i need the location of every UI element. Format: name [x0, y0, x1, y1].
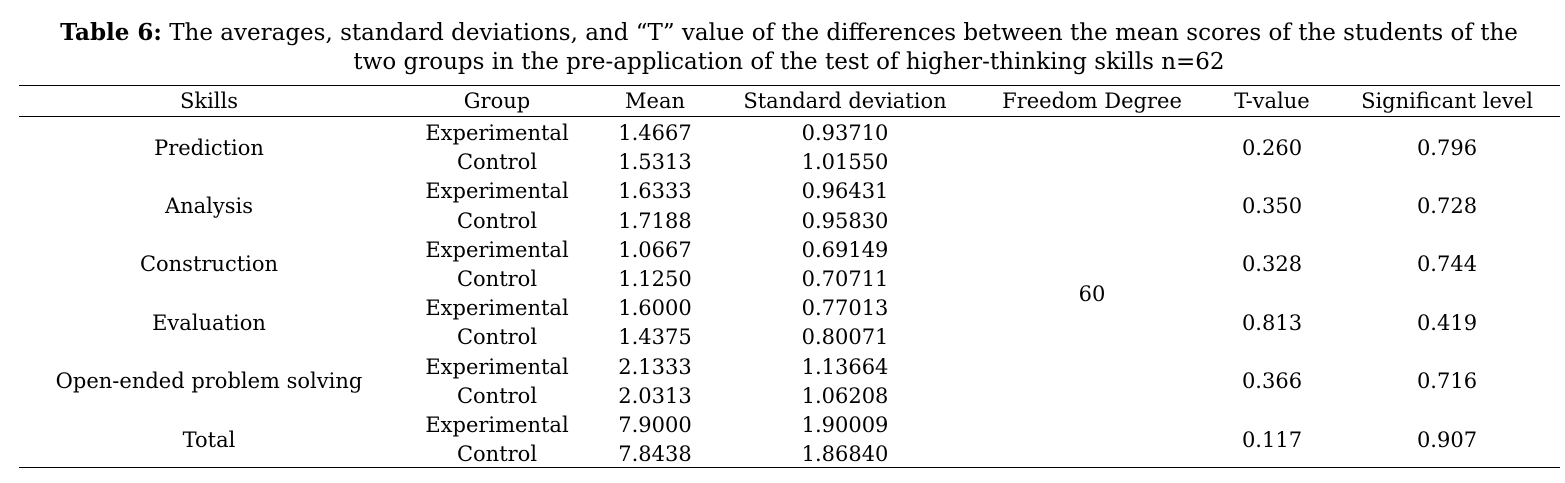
group-cell: Control: [456, 442, 538, 467]
group-cell: Experimental: [425, 413, 569, 437]
group-cell: Experimental: [425, 296, 569, 321]
standard-deviation-cell: 0.95830: [801, 208, 889, 233]
mean-cell: 2.0313: [618, 383, 692, 408]
skill-name: Prediction: [154, 135, 264, 160]
significant-level-cell: 0.796: [1416, 135, 1478, 160]
standard-deviation-cell: 0.96431: [801, 179, 889, 204]
mean-cell: 2.1333: [618, 354, 692, 379]
skill-name: Construction: [139, 252, 279, 277]
table-caption: Table 6: The averages, standard deviatio…: [0, 18, 1565, 77]
mean-cell: 1.6000: [618, 296, 692, 321]
mean-cell: 1.4375: [618, 325, 692, 350]
mean-cell: 7.9000: [618, 413, 692, 437]
group-cell: Control: [456, 383, 538, 408]
header-t-value: T-value: [1234, 89, 1310, 113]
significant-level-cell: 0.728: [1416, 194, 1478, 218]
mean-cell: 1.4667: [618, 121, 692, 145]
t-value-cell: 0.813: [1241, 310, 1303, 335]
caption-text: The averages, standard deviations, and “…: [169, 20, 1518, 46]
standard-deviation-cell: 1.86840: [801, 442, 889, 467]
mean-cell: 1.7188: [618, 208, 692, 233]
group-cell: Experimental: [425, 354, 569, 379]
group-cell: Experimental: [425, 179, 569, 204]
mean-cell: 1.6333: [618, 179, 692, 204]
t-value-cell: 0.350: [1241, 194, 1303, 218]
skill-name: Evaluation: [152, 310, 266, 335]
mean-cell: 1.5313: [618, 150, 692, 175]
mean-cell: 1.1250: [618, 267, 692, 291]
standard-deviation-cell: 0.70711: [801, 267, 889, 291]
caption-label: Table 6:: [60, 19, 162, 46]
standard-deviation-cell: 0.93710: [801, 121, 889, 145]
significant-level-cell: 0.744: [1416, 252, 1478, 277]
standard-deviation-cell: 1.13664: [801, 354, 889, 379]
header-skills: Skills: [179, 89, 239, 113]
header-significant-level: Significant level: [1361, 89, 1533, 113]
top-rule: [19, 85, 1560, 86]
group-cell: Control: [456, 325, 538, 350]
standard-deviation-cell: 1.01550: [801, 150, 889, 175]
header-mean: Mean: [625, 89, 685, 113]
header-standard-deviation: Standard deviation: [743, 89, 947, 113]
standard-deviation-cell: 0.80071: [801, 325, 889, 350]
significant-level-cell: 0.419: [1416, 310, 1478, 335]
t-value-cell: 0.366: [1241, 369, 1303, 394]
group-cell: Control: [456, 267, 538, 291]
significant-level-cell: 0.716: [1416, 369, 1478, 394]
group-cell: Experimental: [425, 121, 569, 145]
caption-line-1: Table 6: The averages, standard deviatio…: [0, 18, 1565, 48]
skill-name: Analysis: [164, 194, 254, 218]
freedom-degree-cell: 60: [1078, 281, 1106, 306]
mean-cell: 7.8438: [618, 442, 692, 467]
standard-deviation-cell: 1.06208: [801, 383, 889, 408]
t-value-cell: 0.260: [1241, 135, 1303, 160]
header-rule: [19, 116, 1560, 117]
standard-deviation-cell: 0.77013: [801, 296, 889, 321]
standard-deviation-cell: 0.69149: [801, 237, 889, 262]
t-value-cell: 0.328: [1241, 252, 1303, 277]
standard-deviation-cell: 1.90009: [801, 413, 889, 437]
skill-name: Total: [182, 427, 236, 452]
skill-name: Open-ended problem solving: [55, 369, 363, 394]
caption-line-2: two groups in the pre-application of the…: [353, 49, 1225, 75]
t-value-cell: 0.117: [1241, 427, 1303, 452]
header-freedom-degree: Freedom Degree: [1002, 89, 1182, 113]
bottom-rule: [19, 467, 1560, 468]
group-cell: Control: [456, 150, 538, 175]
group-cell: Experimental: [425, 237, 569, 262]
mean-cell: 1.0667: [618, 237, 692, 262]
significant-level-cell: 0.907: [1416, 427, 1478, 452]
header-group: Group: [463, 89, 531, 113]
group-cell: Control: [456, 208, 538, 233]
